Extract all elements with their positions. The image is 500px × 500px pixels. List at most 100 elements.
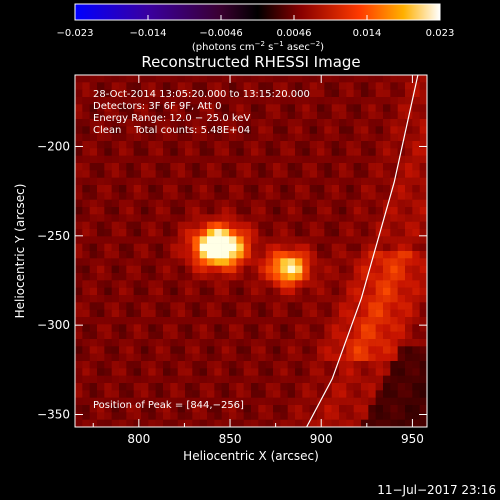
heatmap-cell (412, 309, 420, 318)
heatmap-cell (119, 185, 127, 193)
heatmap-cell (375, 119, 384, 127)
heatmap-cell (346, 141, 354, 149)
heatmap-cell (141, 119, 149, 127)
heatmap-cell (324, 397, 332, 406)
heatmap-cell (273, 207, 281, 215)
heatmap-cell (397, 148, 406, 156)
heatmap-cell (75, 375, 83, 384)
heatmap-cell (89, 133, 98, 142)
heatmap-cell (419, 97, 427, 105)
heatmap-cell (177, 302, 186, 310)
heatmap-cell (199, 199, 208, 208)
heatmap-cell (82, 185, 90, 193)
heatmap-cell (104, 280, 112, 288)
heatmap-cell (111, 236, 120, 244)
heatmap-cell (199, 170, 208, 178)
heatmap-cell (177, 133, 186, 142)
heatmap-cell (126, 192, 134, 200)
heatmap-cell (104, 405, 112, 413)
heatmap-cell (361, 185, 369, 193)
heatmap-cell (199, 75, 208, 83)
heatmap-cell (390, 361, 398, 369)
heatmap-cell (207, 390, 215, 398)
heatmap-cell (368, 89, 376, 98)
heatmap-cell (258, 236, 266, 244)
heatmap-cell (375, 383, 384, 391)
heatmap-cell (126, 163, 134, 171)
heatmap-cell (163, 375, 171, 384)
heatmap-cell (309, 324, 318, 332)
heatmap-cell (273, 141, 281, 149)
heatmap-cell (412, 346, 420, 354)
heatmap-cell (243, 185, 252, 193)
heatmap-cell (302, 163, 310, 171)
heatmap-cell (177, 397, 186, 406)
heatmap-cell (177, 405, 186, 413)
heatmap-cell (405, 353, 413, 362)
heatmap-cell (185, 199, 193, 208)
heatmap-cell (331, 133, 340, 142)
heatmap-cell (89, 331, 98, 340)
heatmap-cell (339, 133, 347, 142)
heatmap-cell (207, 324, 215, 332)
heatmap-cell (243, 97, 252, 105)
heatmap-cell (229, 119, 237, 127)
heatmap-cell (229, 412, 237, 420)
heatmap-cell (82, 390, 90, 398)
heatmap-cell (148, 133, 156, 142)
heatmap-cell (368, 207, 376, 215)
heatmap-cell (199, 258, 208, 266)
heatmap-cell (133, 163, 142, 171)
heatmap-cell (192, 383, 200, 391)
heatmap-cell (104, 104, 112, 112)
heatmap-cell (265, 295, 274, 303)
heatmap-cell (251, 258, 259, 266)
heatmap-cell (155, 353, 164, 362)
heatmap-cell (192, 405, 200, 413)
heatmap-cell (346, 273, 354, 281)
heatmap-cell (126, 273, 134, 281)
heatmap-cell (163, 419, 171, 427)
heatmap-cell (397, 265, 406, 274)
heatmap-cell (192, 309, 200, 318)
heatmap-cell (317, 199, 325, 208)
heatmap-cell (82, 258, 90, 266)
heatmap-cell (265, 82, 274, 90)
heatmap-cell (324, 177, 332, 186)
heatmap-cell (280, 375, 288, 384)
heatmap-cell (405, 119, 413, 127)
heatmap-cell (207, 405, 215, 413)
heatmap-cell (214, 177, 222, 186)
heatmap-cell (317, 133, 325, 142)
heatmap-cell (287, 177, 296, 186)
heatmap-cell (75, 383, 83, 391)
heatmap-cell (258, 280, 266, 288)
heatmap-cell (397, 214, 406, 222)
heatmap-cell (317, 236, 325, 244)
heatmap-cell (361, 126, 369, 134)
heatmap-cell (383, 331, 391, 340)
heatmap-cell (302, 383, 310, 391)
heatmap-cell (155, 229, 164, 237)
heatmap-cell (273, 390, 281, 398)
heatmap-cell (126, 89, 134, 98)
heatmap-cell (258, 383, 266, 391)
heatmap-cell (405, 265, 413, 274)
heatmap-cell (199, 390, 208, 398)
heatmap-cell (339, 331, 347, 340)
heatmap-cell (251, 163, 259, 171)
heatmap-cell (302, 192, 310, 200)
heatmap-cell (331, 104, 340, 112)
heatmap-cell (119, 280, 127, 288)
heatmap-cell (346, 258, 354, 266)
heatmap-cell (331, 251, 340, 259)
heatmap-cell (119, 412, 127, 420)
heatmap-cell (111, 97, 120, 105)
heatmap-cell (207, 221, 215, 230)
heatmap-cell (412, 251, 420, 259)
heatmap-cell (287, 236, 296, 244)
heatmap-cell (111, 89, 120, 98)
heatmap-cell (177, 251, 186, 259)
heatmap-cell (302, 397, 310, 406)
heatmap-cell (75, 155, 83, 164)
